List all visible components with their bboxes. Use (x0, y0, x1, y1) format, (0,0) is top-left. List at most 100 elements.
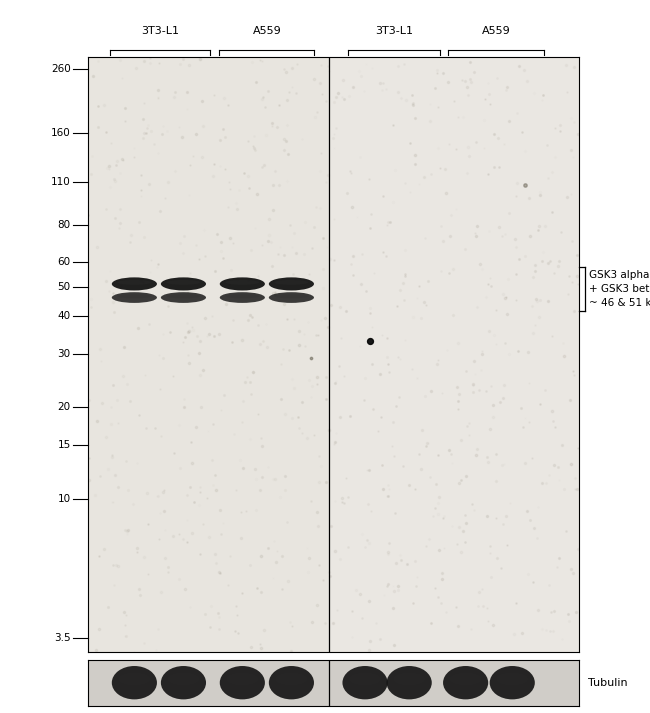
Point (141, 422, 151, 434)
Point (477, 584, 488, 595)
Point (420, 232, 430, 244)
Point (472, 443, 482, 454)
Point (113, 417, 124, 429)
Point (447, 520, 458, 532)
Point (488, 411, 499, 423)
Point (421, 440, 432, 451)
Point (324, 566, 334, 578)
Point (369, 267, 379, 278)
Point (556, 227, 566, 238)
Point (274, 491, 285, 502)
Point (323, 65, 333, 76)
Point (306, 291, 317, 302)
Point (160, 525, 170, 536)
Point (109, 174, 119, 185)
Point (101, 431, 111, 442)
Point (488, 620, 498, 631)
Point (412, 372, 423, 384)
Point (566, 394, 576, 406)
Point (250, 145, 260, 156)
Point (112, 560, 123, 572)
Point (115, 217, 125, 229)
Point (205, 621, 215, 632)
Point (117, 153, 127, 165)
Point (391, 557, 401, 568)
Point (536, 94, 547, 106)
Point (519, 412, 530, 424)
Point (430, 82, 440, 93)
Point (313, 329, 323, 341)
Point (259, 101, 270, 113)
Point (510, 242, 521, 253)
Point (288, 269, 298, 280)
Point (478, 600, 489, 612)
Point (432, 67, 442, 78)
Point (564, 615, 574, 627)
Point (509, 628, 519, 640)
Point (476, 348, 487, 359)
Point (163, 176, 174, 188)
Point (134, 584, 144, 595)
Point (210, 265, 220, 276)
Point (523, 347, 533, 358)
Point (482, 456, 493, 468)
Point (174, 573, 184, 585)
Point (266, 118, 277, 129)
Point (245, 560, 255, 571)
Point (355, 151, 365, 163)
Point (142, 487, 152, 498)
Point (282, 175, 293, 186)
Point (159, 192, 170, 203)
Point (366, 209, 376, 220)
Point (465, 56, 475, 68)
Point (566, 458, 576, 470)
Point (358, 395, 369, 406)
Point (541, 625, 551, 636)
Point (219, 389, 229, 401)
Point (278, 344, 288, 355)
Point (441, 606, 451, 617)
Point (432, 358, 442, 369)
Point (86, 150, 97, 162)
Point (164, 327, 175, 338)
Point (424, 98, 435, 110)
Point (114, 168, 125, 179)
Point (470, 227, 480, 239)
Point (399, 177, 410, 188)
Point (200, 312, 210, 323)
Point (360, 541, 370, 553)
Point (384, 546, 394, 558)
Point (554, 474, 564, 486)
Point (425, 617, 436, 629)
Point (328, 132, 338, 143)
Point (547, 405, 558, 416)
Point (501, 81, 512, 92)
Point (516, 402, 526, 414)
Point (456, 475, 467, 486)
Point (419, 390, 430, 401)
Point (156, 587, 166, 598)
Point (342, 188, 352, 199)
Text: A559: A559 (482, 26, 511, 36)
Point (519, 145, 530, 157)
Point (381, 83, 391, 94)
Point (223, 100, 233, 111)
Point (561, 525, 571, 537)
Point (177, 131, 187, 143)
Point (185, 267, 195, 279)
Point (287, 373, 297, 384)
Point (339, 93, 349, 105)
Point (488, 128, 499, 140)
Point (491, 448, 502, 459)
Point (213, 607, 224, 619)
Point (469, 504, 479, 515)
Point (451, 601, 462, 612)
Point (282, 313, 293, 324)
Point (246, 642, 257, 653)
Point (500, 337, 511, 349)
Point (198, 364, 208, 376)
Point (545, 625, 556, 637)
Point (562, 609, 573, 620)
Point (436, 220, 446, 232)
Point (223, 202, 233, 213)
